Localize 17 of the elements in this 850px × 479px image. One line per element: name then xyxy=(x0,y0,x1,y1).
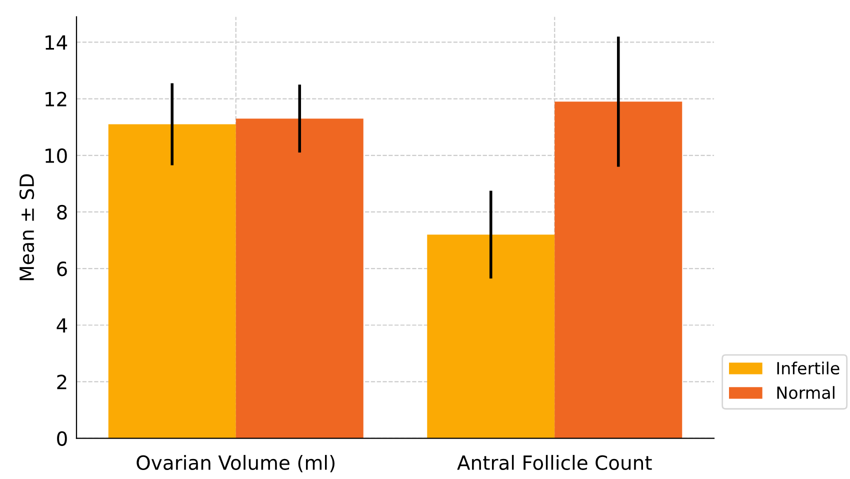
y-axis-title: Mean ± SD xyxy=(19,174,34,280)
bar xyxy=(554,102,682,438)
y-tick-label: 8 xyxy=(57,204,67,220)
x-tick-label: Antral Follicle Count xyxy=(457,454,652,470)
legend-label: Infertile xyxy=(777,362,840,375)
y-tick-label: 6 xyxy=(57,262,67,276)
y-tick-label: 14 xyxy=(46,35,68,50)
y-tick-label: 4 xyxy=(56,318,68,333)
x-tick-label: Ovarian Volume (ml) xyxy=(136,454,334,472)
y-tick-label: 10 xyxy=(46,148,67,164)
bar xyxy=(236,118,364,438)
legend-label: Normal xyxy=(777,386,834,399)
bar xyxy=(427,234,555,438)
bar xyxy=(108,124,236,438)
y-tick-label: 2 xyxy=(57,374,66,390)
y-tick-label: 12 xyxy=(46,92,66,106)
y-tick-label: 0 xyxy=(57,431,67,446)
